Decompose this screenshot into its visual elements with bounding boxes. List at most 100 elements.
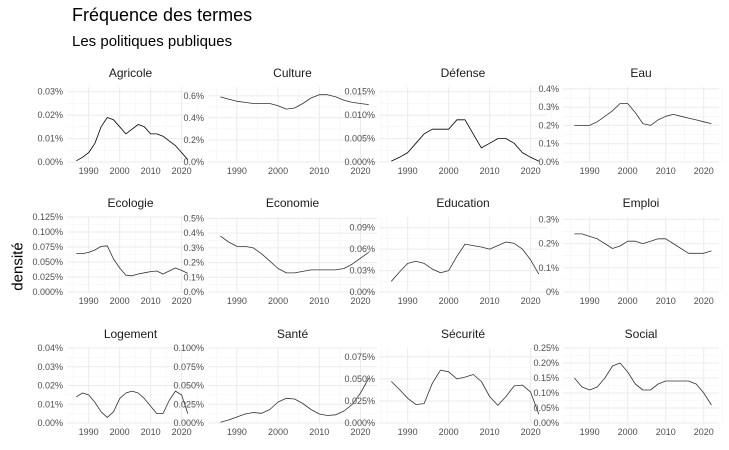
y-tick-label: 0.2%: [538, 239, 559, 249]
panel-eau: 1990 2000 2010 2020 0.0% 0.1% 0.2% 0.3% 0.4% Eau: [538, 66, 724, 176]
x-tick-label: 2000: [618, 427, 638, 437]
facet-title: Agricole: [109, 66, 153, 80]
x-tick-label: 2010: [141, 296, 161, 306]
panel-defense: 1990 2000 2010 20200.000%0.005%0.010%0.015%…: [344, 66, 552, 176]
x-tick-label: 2010: [309, 296, 329, 306]
series-line: [76, 117, 189, 162]
series-line: [220, 235, 370, 274]
y-tick-label: 0.01%: [37, 399, 63, 409]
x-tick-label: 2010: [480, 427, 500, 437]
x-tick-label: 2000: [439, 296, 459, 306]
y-tick-label: 0.00%: [349, 287, 375, 297]
facet-title: Eau: [630, 66, 651, 80]
y-tick-label: 0.03%: [37, 87, 63, 97]
x-tick-label: 2000: [268, 427, 288, 437]
y-tick-label: 0.03%: [37, 362, 63, 372]
x-tick-label: 1990: [227, 166, 247, 176]
series-line: [76, 245, 188, 277]
y-tick-label: 0.4%: [183, 113, 204, 123]
x-tick-label: 2010: [141, 427, 161, 437]
y-tick-label: 0.0%: [183, 287, 204, 297]
y-tick-label: 0.1%: [538, 139, 559, 149]
facet-title: Logement: [104, 327, 158, 341]
x-tick-label: 1990: [580, 427, 600, 437]
x-tick-label: 2020: [694, 166, 714, 176]
x-tick-label: 2010: [141, 166, 161, 176]
panel-economie: 1990 2000 2010 2020 0.0% 0.1% 0.2% 0.3% 0.4% 0.5%…: [183, 196, 382, 306]
facet-title: Sécurité: [441, 327, 485, 341]
x-tick-label: 2020: [350, 427, 370, 437]
y-tick-label: 0.06%: [349, 244, 375, 254]
y-tick-label: 0.1%: [538, 263, 559, 273]
y-tick-label: 0.00%: [533, 418, 559, 428]
x-tick-label: 2000: [268, 296, 288, 306]
y-tick-label: 0.09%: [349, 223, 375, 233]
x-tick-label: 2010: [656, 427, 676, 437]
y-tick-label: 0.03%: [349, 266, 375, 276]
y-tick-label: 0.015%: [344, 87, 375, 97]
x-tick-label: 1990: [79, 296, 99, 306]
y-tick-label: 0.05%: [533, 403, 559, 413]
x-tick-label: 2000: [110, 427, 130, 437]
panel-logement: 1990 2000 2010 2020 0.00% 0.01% 0.02% 0.03% 0.04…: [37, 327, 198, 437]
y-tick-label: 0.00%: [37, 418, 63, 428]
facet-title: Défense: [441, 66, 486, 80]
panel-ecologie: 1990 2000 2010 2020 0.000% 0.025% 0.050% 0.075%…: [32, 196, 198, 306]
y-tick-label: 0.2%: [538, 120, 559, 130]
x-tick-label: 2020: [172, 296, 192, 306]
y-tick-label: 0.4%: [183, 228, 204, 238]
panel-emploi: 1990 2000 2010 2020 0% 0.1% 0.2% 0.3% Emploi: [538, 196, 724, 306]
facet-title: Santé: [277, 327, 309, 341]
y-tick-label: 0.125%: [32, 212, 63, 222]
y-tick-label: 0.0%: [538, 157, 559, 167]
x-tick-label: 2000: [618, 296, 638, 306]
x-tick-label: 2000: [618, 166, 638, 176]
y-tick-label: 0.025%: [32, 272, 63, 282]
y-tick-label: 0.2%: [183, 135, 204, 145]
panel-agricole: 1990 2000 2010 2020 0.00% 0.01% 0.02% 0.03% Agri…: [37, 66, 198, 176]
x-tick-label: 1990: [398, 427, 418, 437]
y-tick-label: 0.075%: [32, 242, 63, 252]
panel-social: 1990 2000 2010 2020 0.00% 0.05% 0.10% 0.15% 0.20…: [533, 327, 724, 437]
chart-title: Fréquence des termes: [72, 5, 253, 25]
x-tick-label: 2020: [521, 166, 541, 176]
series-line: [391, 369, 540, 415]
y-tick-label: 0%: [546, 287, 559, 297]
y-tick-label: 0.100%: [32, 227, 63, 237]
series-line: [76, 390, 189, 418]
y-tick-label: 0.3%: [538, 214, 559, 224]
y-tick-label: 0.050%: [173, 381, 204, 391]
series-line: [390, 241, 540, 282]
x-tick-label: 2000: [268, 166, 288, 176]
x-tick-label: 2010: [480, 166, 500, 176]
facet-title: Social: [625, 327, 658, 341]
panel-sante: 1990 2000 2010 20200.000%0.025%0.050%0.075%…: [173, 327, 382, 437]
y-tick-label: 0.100%: [173, 343, 204, 353]
x-tick-label: 2010: [309, 166, 329, 176]
y-tick-label: 0.025%: [344, 396, 375, 406]
y-tick-label: 0.000%: [32, 287, 63, 297]
x-tick-label: 1990: [227, 296, 247, 306]
series-line: [220, 94, 369, 110]
y-tick-label: 0.000%: [344, 157, 375, 167]
x-tick-label: 2020: [172, 427, 192, 437]
y-tick-label: 0.4%: [538, 84, 559, 94]
y-tick-label: 0.15%: [533, 373, 559, 383]
y-tick-label: 0.075%: [344, 352, 375, 362]
y-tick-label: 0.5%: [183, 213, 204, 223]
x-tick-label: 2020: [172, 166, 192, 176]
facet-title: Culture: [273, 66, 312, 80]
x-tick-label: 1990: [580, 296, 600, 306]
x-tick-label: 2020: [521, 296, 541, 306]
series-line: [220, 377, 370, 423]
y-tick-label: 0.00%: [37, 157, 63, 167]
x-tick-label: 2010: [656, 296, 676, 306]
y-tick-label: 0.075%: [173, 362, 204, 372]
y-tick-label: 0.050%: [32, 257, 63, 267]
y-tick-label: 0.10%: [533, 388, 559, 398]
y-tick-label: 0.0%: [183, 157, 204, 167]
y-tick-label: 0.01%: [37, 134, 63, 144]
y-tick-label: 0.005%: [344, 134, 375, 144]
series-line: [574, 233, 712, 254]
